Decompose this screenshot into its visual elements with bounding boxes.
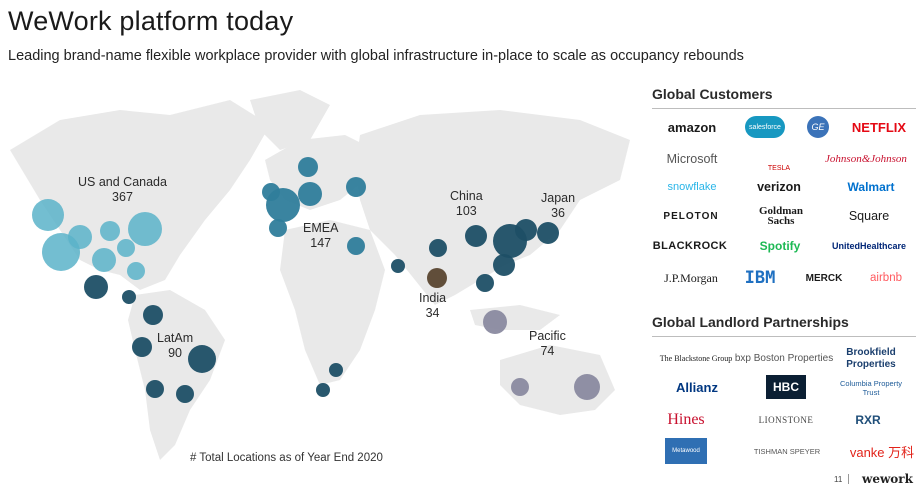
location-bubble: [132, 337, 152, 357]
landlord-logo-blackstone: The Blackstone Group: [659, 353, 733, 363]
location-bubbles: [32, 157, 600, 403]
customer-logo-merck: MERCK: [805, 272, 843, 284]
world-map: [10, 90, 630, 460]
region-emea: EMEA 147: [303, 221, 339, 250]
customer-logo-goldman: Goldman Sachs: [758, 205, 803, 227]
landlords-heading: Global Landlord Partnerships: [652, 314, 849, 330]
slide-title: WeWork platform today: [8, 6, 294, 36]
customer-logo-jpmorgan: J.P.Morgan: [664, 270, 718, 285]
location-bubble: [476, 274, 494, 292]
location-bubble: [574, 374, 600, 400]
customer-logo-microsoft: Microsoft: [666, 152, 718, 166]
customer-logo-johnson: Johnson&Johnson: [825, 153, 907, 165]
landlord-logo-hines: Hines: [667, 411, 705, 428]
footer-separator: [848, 474, 849, 484]
customer-logo-ge: GE: [807, 116, 829, 138]
customers-heading: Global Customers: [652, 86, 773, 102]
customer-logo-square: Square: [848, 209, 890, 223]
location-bubble: [515, 219, 537, 241]
location-bubble: [316, 383, 330, 397]
landlord-logo-hbc: HBC: [766, 375, 806, 399]
asia: [355, 110, 630, 305]
location-bubble: [511, 378, 529, 396]
landlord-logo-tishman: TISHMAN SPEYER: [753, 446, 821, 456]
landlord-logo-bxp: bxp Boston Properties: [734, 352, 834, 364]
customer-logo-tesla: TESLA: [767, 165, 791, 172]
location-bubble: [537, 222, 559, 244]
region-latam: LatAm 90: [157, 331, 194, 360]
location-bubble: [92, 248, 116, 272]
location-bubble: [298, 157, 318, 177]
location-bubble: [269, 219, 287, 237]
customer-logo-verizon: verizon: [757, 180, 801, 194]
landlord-logo-brookfield: Brookfield Properties: [846, 347, 896, 370]
location-bubble: [346, 177, 366, 197]
location-bubble: [84, 275, 108, 299]
location-bubble: [146, 380, 164, 398]
location-bubble: [32, 199, 64, 231]
location-bubble: [68, 225, 92, 249]
customer-logo-walmart: Walmart: [847, 180, 895, 194]
landlord-logo-columbia: Columbia Property Trust: [839, 379, 903, 397]
location-bubble: [122, 290, 136, 304]
location-bubble: [128, 212, 162, 246]
location-bubble: [266, 188, 300, 222]
landlord-logo-lionstone: LIONSTONE: [758, 415, 814, 425]
land-masses: [10, 90, 630, 460]
location-bubble: [391, 259, 405, 273]
map-footnote: # Total Locations as of Year End 2020: [190, 452, 383, 464]
landlord-logo-allianz: Allianz: [676, 379, 718, 395]
landlord-logo-rxr: RXR: [855, 413, 881, 427]
customer-logo-peloton: PELOTON: [663, 210, 719, 222]
customer-logo-unitedhealthcare: UnitedHealthcare: [831, 241, 907, 251]
location-bubble: [329, 363, 343, 377]
south-america: [128, 290, 225, 460]
region-japan: Japan 36: [541, 191, 576, 220]
location-bubble: [143, 305, 163, 325]
location-bubble: [100, 221, 120, 241]
location-bubble: [493, 254, 515, 276]
location-bubble: [176, 385, 194, 403]
location-bubble: [347, 237, 365, 255]
customer-logo-salesforce: salesforce: [745, 116, 785, 138]
slide-subtitle: Leading brand-name flexible workplace pr…: [8, 48, 744, 64]
customer-logo-blackrock: BLACKROCK: [652, 240, 728, 252]
customers-divider: [652, 108, 916, 109]
location-bubble: [429, 239, 447, 257]
customer-logo-snowflake: snowflake: [667, 181, 717, 193]
location-bubble: [483, 310, 507, 334]
location-bubble: [127, 262, 145, 280]
greenland: [250, 90, 330, 150]
page-number: 11: [834, 475, 843, 484]
customer-logo-amazon: amazon: [667, 119, 717, 135]
customer-logo-spotify: Spotify: [759, 239, 801, 253]
customer-logo-airbnb: airbnb: [870, 272, 902, 284]
indonesia: [470, 305, 560, 330]
customer-logo-netflix: NETFLIX: [851, 119, 907, 135]
wework-wordmark: wework: [862, 472, 913, 486]
landlord-logo-metawood: Metawood: [665, 438, 707, 464]
africa: [280, 220, 385, 385]
landlord-logo-vanke: vanke 万科: [849, 444, 915, 460]
location-bubble: [465, 225, 487, 247]
location-bubble: [117, 239, 135, 257]
location-bubble: [427, 268, 447, 288]
customer-logo-ibm: IBM: [744, 268, 776, 288]
landlords-divider: [652, 336, 916, 337]
region-pacific: Pacific 74: [529, 329, 566, 358]
region-china: China 103: [450, 189, 483, 218]
location-bubble: [298, 182, 322, 206]
region-us-canada: US and Canada 367: [78, 175, 167, 204]
location-bubble: [188, 345, 216, 373]
region-india: India 34: [419, 291, 447, 320]
